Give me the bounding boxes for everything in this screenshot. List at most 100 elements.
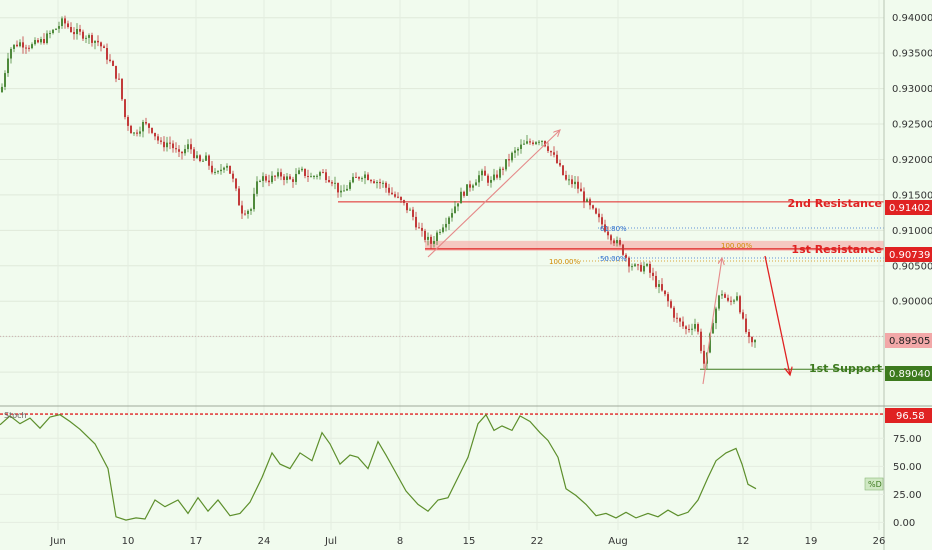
candle-body xyxy=(511,152,513,161)
candle-body xyxy=(181,151,183,154)
candle-body xyxy=(529,141,531,143)
stoch-level-value: 96.58 xyxy=(896,411,925,422)
candle-body xyxy=(331,182,333,184)
resistance-zone-rect xyxy=(425,240,884,251)
candle-body xyxy=(556,154,558,164)
candle-body xyxy=(715,308,717,324)
candle-body xyxy=(328,180,330,183)
candle-body xyxy=(460,191,462,204)
candle-body xyxy=(244,213,246,215)
candle-body xyxy=(106,48,108,60)
candle-body xyxy=(520,144,522,149)
second-resistance-label: 2nd Resistance xyxy=(788,197,882,210)
candle-body xyxy=(724,294,726,298)
candle-body xyxy=(385,182,387,188)
candle-body xyxy=(109,59,111,62)
candle-body xyxy=(268,180,270,183)
price-tick-label: 0.91000 xyxy=(892,226,932,237)
candle-body xyxy=(652,272,654,276)
candle-body xyxy=(94,40,96,43)
candle-body xyxy=(193,149,195,158)
candle-body xyxy=(103,46,105,49)
fib-618-label: 61.80% xyxy=(600,225,627,233)
stoch-d-label: %D xyxy=(868,480,882,489)
candle-body xyxy=(316,175,318,177)
candle-body xyxy=(262,176,264,181)
time-tick-label: 17 xyxy=(190,536,203,547)
candle-body xyxy=(175,148,177,150)
candle-body xyxy=(475,182,477,186)
candle-body xyxy=(274,175,276,177)
candle-body xyxy=(349,182,351,189)
candle-body xyxy=(595,208,597,214)
candle-body xyxy=(73,32,75,35)
candle-body xyxy=(394,194,396,197)
price-tick-label: 0.93500 xyxy=(892,49,932,60)
candlesticks xyxy=(1,15,756,370)
candle-body xyxy=(355,176,357,178)
candle-body xyxy=(409,209,411,211)
candle-body xyxy=(547,146,549,151)
candle-body xyxy=(526,141,528,144)
candle-body xyxy=(4,73,6,87)
candle-body xyxy=(433,241,435,244)
candle-body xyxy=(736,296,738,301)
bearish-arrow xyxy=(764,255,790,375)
candle-body xyxy=(664,290,666,295)
candle-body xyxy=(619,240,621,245)
price-tick-label: 0.92000 xyxy=(892,155,932,166)
candle-body xyxy=(64,18,66,24)
candle-body xyxy=(229,165,231,174)
candle-body xyxy=(454,206,456,214)
candle-body xyxy=(694,324,696,329)
candle-body xyxy=(280,172,282,177)
candle-body xyxy=(730,300,732,302)
candle-body xyxy=(637,264,639,266)
candle-body xyxy=(451,213,453,218)
candle-body xyxy=(253,193,255,210)
candle-body xyxy=(28,47,30,49)
candle-body xyxy=(388,187,390,193)
candle-body xyxy=(583,191,585,202)
candle-body xyxy=(352,176,354,183)
candle-body xyxy=(232,173,234,179)
candle-body xyxy=(457,203,459,207)
candle-body xyxy=(301,168,303,171)
candle-body xyxy=(313,176,315,178)
candle-body xyxy=(199,155,201,162)
candle-body xyxy=(133,132,135,134)
candle-body xyxy=(490,179,492,183)
candle-body xyxy=(340,190,342,193)
candle-body xyxy=(322,172,324,174)
candle-body xyxy=(157,136,159,141)
candle-body xyxy=(592,205,594,209)
candle-body xyxy=(37,40,39,43)
grid-lines xyxy=(0,0,884,530)
candle-body xyxy=(643,265,645,272)
candle-body xyxy=(607,231,609,236)
candle-body xyxy=(751,336,753,343)
candle-body xyxy=(211,165,213,173)
candle-body xyxy=(535,142,537,145)
candle-body xyxy=(421,227,423,231)
candle-body xyxy=(463,191,465,196)
candle-body xyxy=(733,300,735,302)
candle-body xyxy=(559,163,561,166)
time-tick-label: Jul xyxy=(324,536,337,547)
candle-body xyxy=(406,203,408,211)
time-tick-label: 15 xyxy=(463,536,476,547)
candle-body xyxy=(289,176,291,180)
stoch-tick-label: 75.00 xyxy=(893,434,922,445)
candle-body xyxy=(364,174,366,179)
candle-body xyxy=(256,181,258,194)
candle-body xyxy=(124,99,126,118)
candle-body xyxy=(436,232,438,242)
candle-body xyxy=(670,301,672,308)
candle-body xyxy=(754,339,756,343)
candle-body xyxy=(721,294,723,296)
candle-body xyxy=(277,172,279,177)
time-tick-label: 22 xyxy=(531,536,544,547)
candle-body xyxy=(112,61,114,66)
candle-body xyxy=(682,321,684,327)
candle-body xyxy=(472,185,474,188)
